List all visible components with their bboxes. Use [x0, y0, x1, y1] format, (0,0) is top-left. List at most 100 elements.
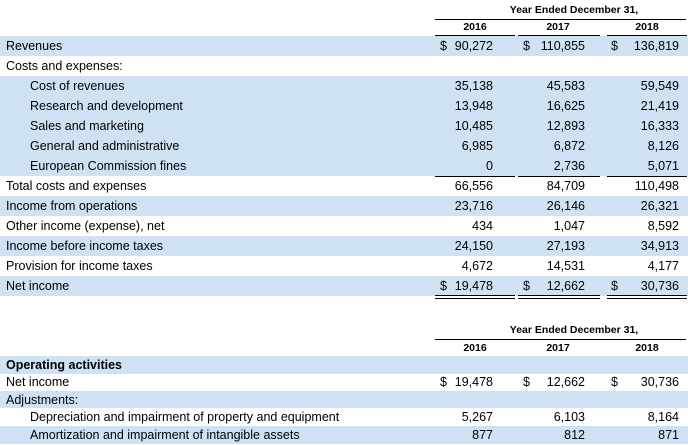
currency-symbol: $ — [440, 39, 447, 53]
currency-symbol: $ — [440, 279, 447, 293]
value-2016: 19,478 — [454, 375, 493, 389]
total-double-rule-2017 — [518, 295, 600, 299]
table-row: General and administrative 6,985 6,872 8… — [0, 136, 688, 156]
value-2017: 16,625 — [546, 99, 585, 113]
table-row: Adjustments: — [0, 391, 688, 408]
year-header-2018: 2018 — [635, 342, 659, 354]
value-2016: 434 — [472, 219, 493, 233]
value-2016: 24,150 — [454, 239, 493, 253]
header-underline-2018 — [607, 35, 687, 36]
row-label: Net income — [6, 375, 70, 389]
value-2018: 136,819 — [633, 39, 679, 53]
value-2017: 12,893 — [546, 119, 585, 133]
currency-symbol: $ — [523, 279, 530, 293]
table-row: Research and development 13,948 16,625 2… — [0, 96, 688, 116]
row-label: Net income — [6, 279, 70, 293]
table-row: Provision for income taxes 4,672 14,531 … — [0, 256, 688, 276]
header-rule — [435, 339, 686, 340]
value-2018: 16,333 — [640, 119, 679, 133]
currency-symbol: $ — [523, 375, 530, 389]
row-label: Sales and marketing — [30, 119, 144, 133]
subtotal-rule-2018 — [607, 176, 687, 177]
row-label: Other income (expense), net — [6, 219, 165, 233]
year-header-2016: 2016 — [463, 21, 487, 33]
table-row: Depreciation and impairment of property … — [0, 408, 688, 426]
table-row: Other income (expense), net 434 1,047 8,… — [0, 216, 688, 236]
row-label: Depreciation and impairment of property … — [30, 410, 340, 424]
total-double-rule-2016 — [435, 295, 515, 299]
value-2018: 8,126 — [647, 139, 679, 153]
year-header-2018: 2018 — [635, 21, 659, 33]
value-2017: 812 — [564, 428, 585, 442]
value-2016: 5,267 — [461, 410, 493, 424]
row-label: European Commission fines — [30, 159, 187, 173]
header-underline-2016 — [435, 35, 515, 36]
currency-symbol: $ — [611, 279, 618, 293]
table-row: Income from operations 23,716 26,146 26,… — [0, 196, 688, 216]
value-2016: 877 — [472, 428, 493, 442]
currency-symbol: $ — [611, 39, 618, 53]
subtotal-rule-2016 — [435, 176, 515, 177]
table-row: Net income $ 19,478 $ 12,662 $ 30,736 — [0, 373, 688, 391]
currency-symbol: $ — [611, 375, 618, 389]
row-label: Cost of revenues — [30, 79, 125, 93]
value-2016: 10,485 — [454, 119, 493, 133]
value-2017: 6,103 — [553, 410, 585, 424]
currency-symbol: $ — [523, 39, 530, 53]
row-label: Income from operations — [6, 199, 138, 213]
period-header: Year Ended December 31, — [509, 324, 639, 336]
table-row: Total costs and expenses 66,556 84,709 1… — [0, 176, 688, 196]
value-2018: 59,549 — [640, 79, 679, 93]
total-double-rule-2018 — [607, 295, 687, 299]
year-header-2016: 2016 — [463, 342, 487, 354]
year-header-2017: 2017 — [546, 342, 570, 354]
value-2017: 14,531 — [546, 259, 585, 273]
value-2017: 110,855 — [540, 39, 585, 53]
value-2018: 4,177 — [647, 259, 679, 273]
subtotal-rule-2017 — [518, 176, 600, 177]
row-label: Provision for income taxes — [6, 259, 153, 273]
value-2016: 90,272 — [454, 39, 493, 53]
value-2017: 27,193 — [546, 239, 585, 253]
value-2018: 34,913 — [640, 239, 679, 253]
row-label: Total costs and expenses — [6, 179, 147, 193]
year-header-2017: 2017 — [546, 21, 570, 33]
value-2016: 19,478 — [454, 279, 493, 293]
value-2016: 66,556 — [454, 179, 493, 193]
value-2017: 84,709 — [546, 179, 585, 193]
row-label: General and administrative — [30, 139, 180, 153]
header-rule — [435, 19, 686, 20]
row-label: Adjustments: — [6, 392, 79, 407]
row-label: Amortization and impairment of intangibl… — [30, 428, 300, 442]
value-2017: 26,146 — [546, 199, 585, 213]
section-heading: Operating activities — [6, 358, 123, 372]
table-row: Revenues $ 90,272 $ 110,855 $ 136,819 — [0, 36, 688, 56]
period-header: Year Ended December 31, — [509, 4, 639, 16]
value-2018: 30,736 — [640, 279, 679, 293]
value-2018: 8,164 — [647, 410, 679, 424]
value-2017: 2,736 — [553, 159, 585, 173]
row-label: Revenues — [6, 39, 63, 53]
table-row: European Commission fines 0 2,736 5,071 — [0, 156, 688, 176]
value-2018: 30,736 — [640, 375, 679, 389]
header-underline-2017 — [518, 35, 600, 36]
value-2018: 5,071 — [647, 159, 679, 173]
value-2016: 13,948 — [454, 99, 493, 113]
row-label: Income before income taxes — [6, 239, 164, 253]
value-2016: 35,138 — [454, 79, 493, 93]
value-2017: 12,662 — [546, 279, 585, 293]
value-2017: 6,872 — [553, 139, 585, 153]
value-2017: 12,662 — [546, 375, 585, 389]
value-2018: 871 — [658, 428, 679, 442]
table-row: Operating activities — [0, 356, 688, 374]
value-2018: 110,498 — [634, 179, 679, 193]
value-2016: 0 — [486, 159, 493, 173]
value-2018: 8,592 — [647, 219, 679, 233]
value-2016: 6,985 — [461, 139, 493, 153]
table-row: Amortization and impairment of intangibl… — [0, 426, 688, 444]
table-row: Sales and marketing 10,485 12,893 16,333 — [0, 116, 688, 136]
table-row: Net income $ 19,478 $ 12,662 $ 30,736 — [0, 276, 688, 296]
table-row: Cost of revenues 35,138 45,583 59,549 — [0, 76, 688, 96]
value-2018: 26,321 — [640, 199, 679, 213]
value-2017: 45,583 — [546, 79, 585, 93]
